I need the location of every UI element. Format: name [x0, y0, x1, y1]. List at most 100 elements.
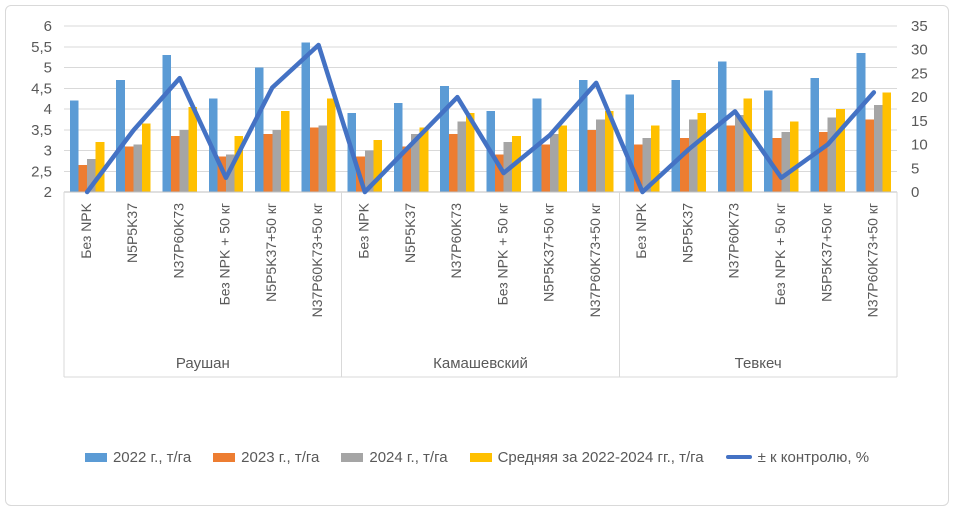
bar-2023-г-т-га	[633, 144, 643, 192]
bar-2024-г-т-га	[642, 138, 652, 192]
category-label: N5P5K37	[124, 203, 140, 263]
category-label: Без NPK	[633, 202, 649, 258]
y-axis-tick-label: 4	[44, 101, 52, 118]
category-label: Без NPK	[356, 202, 372, 258]
bar-2023-г-т-га	[78, 165, 88, 192]
y-axis-tick-label: 5	[44, 60, 52, 77]
bar-2023-г-т-га	[309, 127, 319, 192]
bar-2024-г-т-га	[87, 158, 96, 192]
bar-2024-г-т-га	[781, 131, 790, 192]
bar-средняя-за-2022-2024-гг-т-га	[836, 109, 845, 192]
bar-2022-г-т-га	[440, 86, 449, 192]
category-label: N37P60K73+50 кг	[865, 203, 881, 317]
bar-2023-г-т-га	[772, 138, 782, 192]
plot-area: 2 2,5 3 3,5 4 4,5 5 5,5 6 0 5 10 15 20 25 30 35 Без NPK N5…	[31, 18, 928, 378]
bar-2022-г-т-га	[393, 102, 403, 192]
y-axis-tick-label: 4,5	[31, 80, 52, 97]
legend-swatch-control-line	[725, 455, 752, 459]
bar-2023-г-т-га	[402, 146, 412, 192]
category-label: N5P5K37+50 кг	[263, 203, 279, 302]
y-axis-tick-label: 2,5	[31, 163, 52, 180]
category-label: N5P5K37	[402, 203, 418, 263]
bar-2023-г-т-га	[680, 138, 689, 192]
bar-2022-г-т-га	[717, 61, 727, 193]
bar-средняя-за-2022-2024-гг-т-га	[142, 123, 151, 192]
bar-2024-г-т-га	[735, 115, 744, 192]
bar-2024-г-т-га	[827, 117, 837, 192]
bar-средняя-за-2022-2024-гг-т-га	[651, 125, 660, 192]
bar-2023-г-т-га	[448, 133, 458, 192]
legend-swatch-2022	[84, 452, 107, 462]
secondary-axis-tick-label: 10	[911, 137, 928, 154]
bar-2022-г-т-га	[671, 79, 681, 192]
category-label: N5P5K37+50 кг	[541, 203, 557, 302]
category-label: N37P60K73+50 кг	[587, 203, 603, 317]
legend-label-average: Средняя за 2022-2024 гг., т/га	[497, 448, 704, 466]
bar-2024-г-т-га	[596, 119, 605, 192]
bar-2024-г-т-га	[318, 125, 328, 192]
bar-средняя-за-2022-2024-гг-т-га	[188, 106, 197, 192]
bar-2024-г-т-га	[179, 129, 189, 192]
bar-2022-г-т-га	[810, 77, 819, 192]
bar-2023-г-т-га	[587, 129, 597, 192]
secondary-axis-tick-label: 25	[911, 65, 928, 82]
group-label: Раушан	[176, 355, 230, 372]
bar-средняя-за-2022-2024-гг-т-га	[697, 113, 706, 192]
bar-2022-г-т-га	[625, 94, 634, 192]
bar-2024-г-т-га	[457, 121, 466, 192]
category-label: Без NPK + 50 кг	[494, 203, 510, 305]
bar-2024-г-т-га	[549, 133, 559, 192]
bar-2024-г-т-га	[364, 150, 374, 192]
bar-2023-г-т-га	[171, 135, 180, 192]
bar-2023-г-т-га	[865, 119, 874, 192]
bar-2022-г-т-га	[301, 42, 310, 192]
category-label: Без NPK + 50 кг	[217, 203, 233, 305]
bar-средняя-за-2022-2024-гг-т-га	[419, 127, 429, 192]
bar-2022-г-т-га	[162, 55, 172, 192]
bar-2022-г-т-га	[69, 100, 79, 192]
secondary-axis-tick-label: 30	[911, 42, 928, 59]
yield-combo-chart: 2 2,5 3 3,5 4 4,5 5 5,5 6 0 5 10 15 20 25 30 35 Без NPK N5…	[31, 18, 928, 378]
legend-swatch-2024	[341, 452, 364, 462]
y-axis-tick-label: 2	[44, 184, 52, 201]
legend-item-2022: 2022 г., т/га	[84, 449, 191, 466]
secondary-axis-tick-label: 0	[911, 184, 919, 201]
category-label: N37P60K73	[726, 203, 742, 279]
legend-item-2024: 2024 г., т/га	[341, 448, 448, 466]
group-label: Камашевский	[433, 355, 528, 372]
legend-label-2023: 2023 г., т/га	[241, 448, 320, 466]
bar-средняя-за-2022-2024-гг-т-га	[789, 121, 799, 192]
legend-label-2024: 2024 г., т/га	[369, 448, 448, 466]
y-axis-tick-label: 6	[44, 18, 52, 35]
bar-средняя-за-2022-2024-гг-т-га	[234, 135, 244, 192]
bar-2024-г-т-га	[133, 144, 143, 192]
bar-2024-г-т-га	[272, 129, 281, 192]
secondary-axis-tick-label: 15	[911, 113, 928, 130]
y-axis-tick-label: 5,5	[31, 39, 52, 56]
bar-2024-г-т-га	[411, 133, 420, 192]
bar-средняя-за-2022-2024-гг-т-га	[95, 142, 105, 192]
bar-2022-г-т-га	[856, 52, 866, 192]
legend-label-control-line: ± к контролю, %	[757, 448, 870, 466]
secondary-axis-tick-label: 20	[911, 89, 928, 106]
bar-2022-г-т-га	[116, 79, 125, 192]
legend-swatch-average	[469, 452, 492, 462]
bar-средняя-за-2022-2024-гг-т-га	[882, 92, 892, 192]
bar-средняя-за-2022-2024-гг-т-га	[604, 111, 614, 192]
bar-2022-г-т-га	[764, 90, 773, 192]
bar-2022-г-т-га	[255, 67, 264, 192]
bar-средняя-за-2022-2024-гг-т-га	[373, 140, 383, 192]
category-label: N5P5K37	[679, 203, 695, 263]
category-label: N37P60K73	[448, 203, 464, 279]
bar-2024-г-т-га	[873, 104, 883, 192]
category-label: N37P60K73	[170, 203, 186, 279]
bar-2023-г-т-га	[541, 144, 550, 192]
control-deviation-line	[84, 42, 877, 195]
bar-2023-г-т-га	[217, 156, 226, 192]
bar-средняя-за-2022-2024-гг-т-га	[465, 113, 475, 192]
category-label: Без NPK + 50 кг	[772, 203, 788, 305]
legend-item-control-line: ± к контролю, %	[725, 448, 870, 466]
bar-2023-г-т-га	[495, 154, 504, 192]
bar-2023-г-т-га	[818, 131, 828, 192]
category-label: N5P5K37+50 кг	[818, 203, 834, 302]
